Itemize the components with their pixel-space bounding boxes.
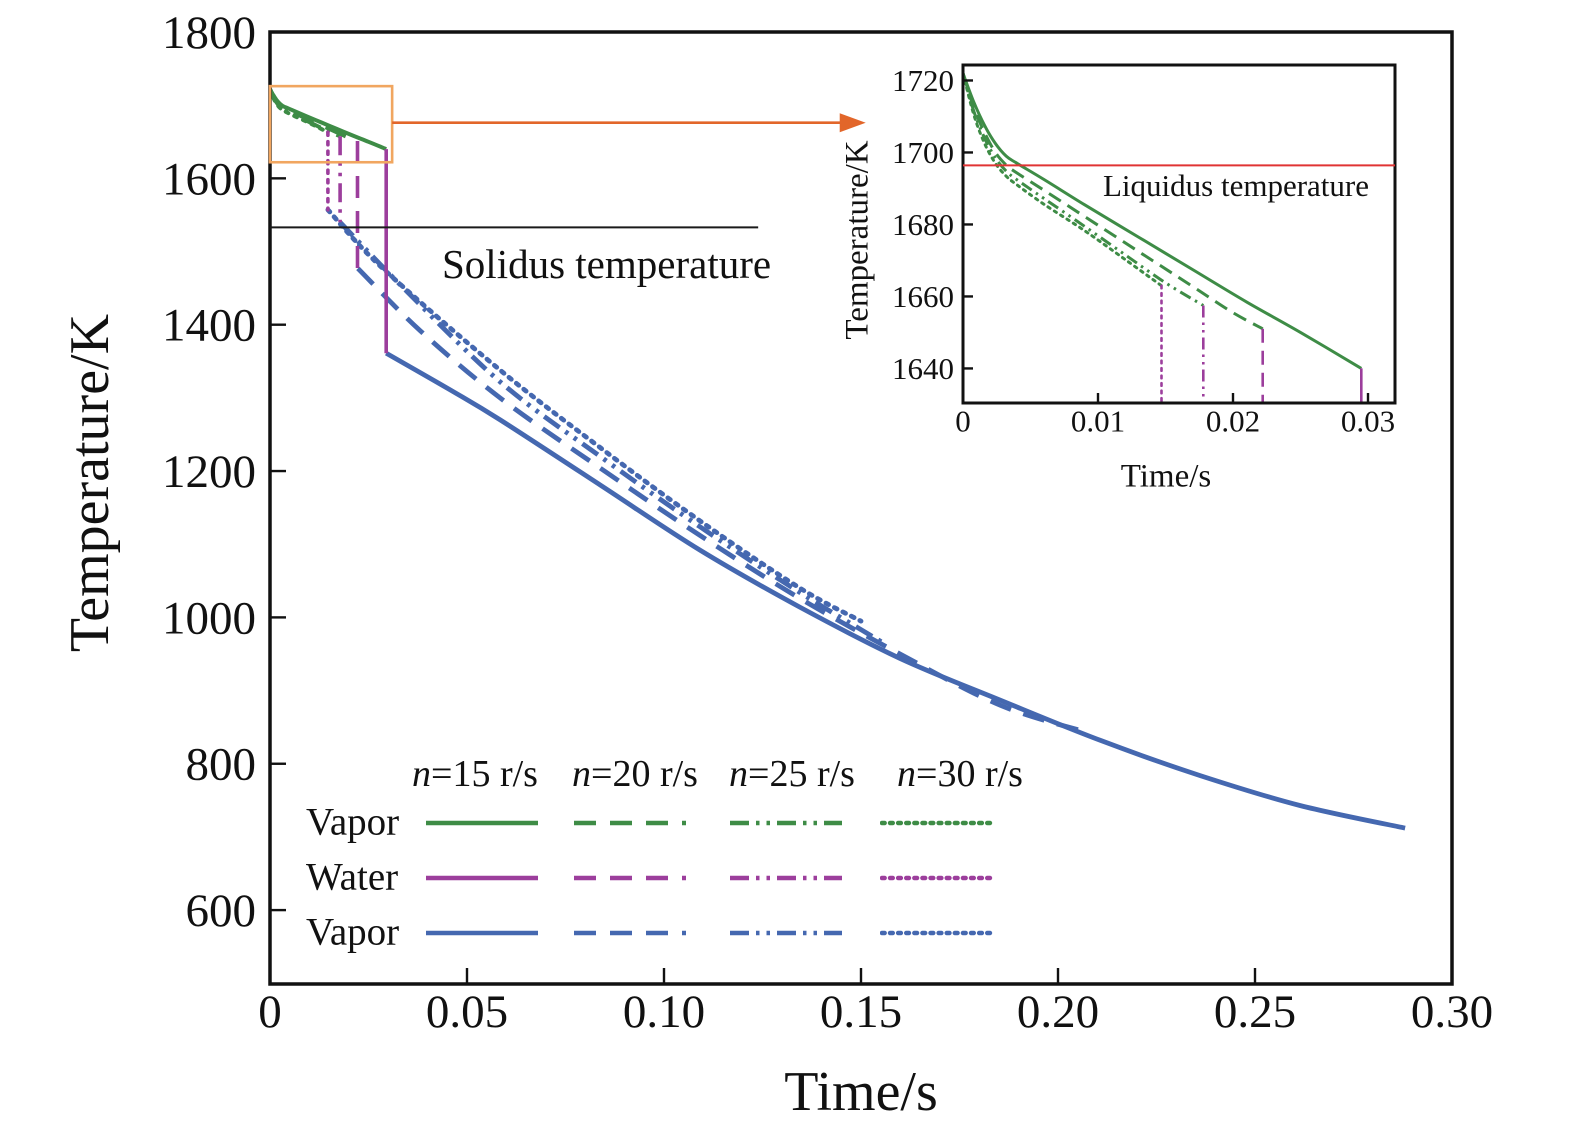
main-x-tick-label: 0.25	[1214, 986, 1296, 1038]
inset-x-axis-title: Time/s	[1120, 458, 1212, 495]
main-y-tick-label: 1600	[162, 153, 256, 205]
inset-series-vapor-gas-n20	[963, 72, 1264, 331]
main-y-tick-label: 1400	[162, 300, 256, 352]
inset-group: 0 0.01 0.02 0.03 1640 1660 1680 1700 1720	[892, 63, 1575, 1142]
main-series-vapor-n25	[338, 220, 886, 646]
inset-series-vapor-n30	[1162, 667, 1575, 1142]
main-y-tick-label: 1000	[162, 592, 256, 644]
main-x-tick-label: 0.10	[623, 986, 705, 1038]
main-x-tick-label: 0	[258, 986, 282, 1038]
inset-series-vapor-gas-n25	[963, 72, 1205, 307]
inset-y-tick-label: 1640	[892, 351, 954, 386]
main-y-tick-label: 1200	[162, 446, 256, 498]
inset-x-tick-label: 0	[955, 404, 971, 439]
inset-plot-area	[963, 71, 1575, 1142]
inset-y-axis-title: Temperature/K	[839, 140, 876, 340]
main-y-tick-label: 1800	[162, 7, 256, 59]
inset-x-tick-label: 0.02	[1206, 404, 1260, 439]
inset-y-tick-label: 1700	[892, 135, 954, 170]
solidus-temperature-label: Solidus temperature	[442, 241, 772, 287]
inset-y-tick-label: 1680	[892, 207, 954, 242]
main-plot-area	[270, 87, 1406, 831]
inset-y-tick-label: 1660	[892, 279, 954, 314]
inset-series-vapor-n25	[1203, 728, 1575, 1142]
main-x-tick-label: 0.20	[1017, 986, 1099, 1038]
main-series-vapor-n30	[325, 207, 864, 624]
inset-y-tick-label: 1720	[892, 63, 954, 98]
main-x-tick-label: 0.15	[820, 986, 902, 1038]
inset-x-tick-label: 0.03	[1341, 404, 1395, 439]
inset-series-vapor-gas-n15	[963, 72, 1363, 370]
main-y-axis-title: Temperature/K	[59, 313, 121, 653]
inset-series-vapor-gas-n30	[963, 71, 1163, 288]
inset-x-tick-label: 0.01	[1071, 404, 1125, 439]
main-group: 0 0.05 0.10 0.15 0.20 0.25 0.30 600 800 1000 1200 1…	[162, 7, 1493, 1038]
main-y-tick-label: 800	[186, 739, 257, 791]
main-y-tick-label: 600	[186, 885, 257, 937]
inset-frame	[961, 63, 1397, 405]
main-series-vapor-n15	[385, 351, 1406, 831]
main-x-tick-label: 0.05	[426, 986, 508, 1038]
zoom-region-box	[268, 84, 394, 164]
liquidus-temperature-label: Liquidus temperature	[1103, 168, 1369, 203]
main-series-vapor-n20	[356, 266, 1091, 736]
main-x-tick-label: 0.30	[1411, 986, 1493, 1038]
main-series-vapor-gas-n30	[270, 87, 330, 135]
main-x-axis-title: Time/s	[784, 1061, 938, 1123]
zoom-arrow-head	[839, 113, 866, 133]
